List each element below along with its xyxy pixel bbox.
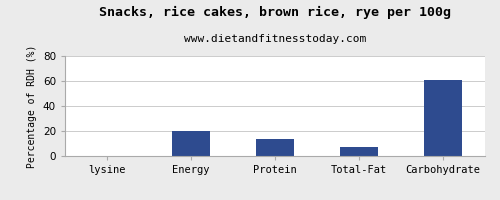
Text: Snacks, rice cakes, brown rice, rye per 100g: Snacks, rice cakes, brown rice, rye per …: [99, 6, 451, 19]
Bar: [424, 80, 462, 156]
Bar: [256, 138, 294, 156]
Text: www.dietandfitnesstoday.com: www.dietandfitnesstoday.com: [184, 34, 366, 44]
Bar: [340, 147, 378, 156]
Bar: [172, 131, 210, 156]
Y-axis label: Percentage of RDH (%): Percentage of RDH (%): [28, 44, 38, 168]
